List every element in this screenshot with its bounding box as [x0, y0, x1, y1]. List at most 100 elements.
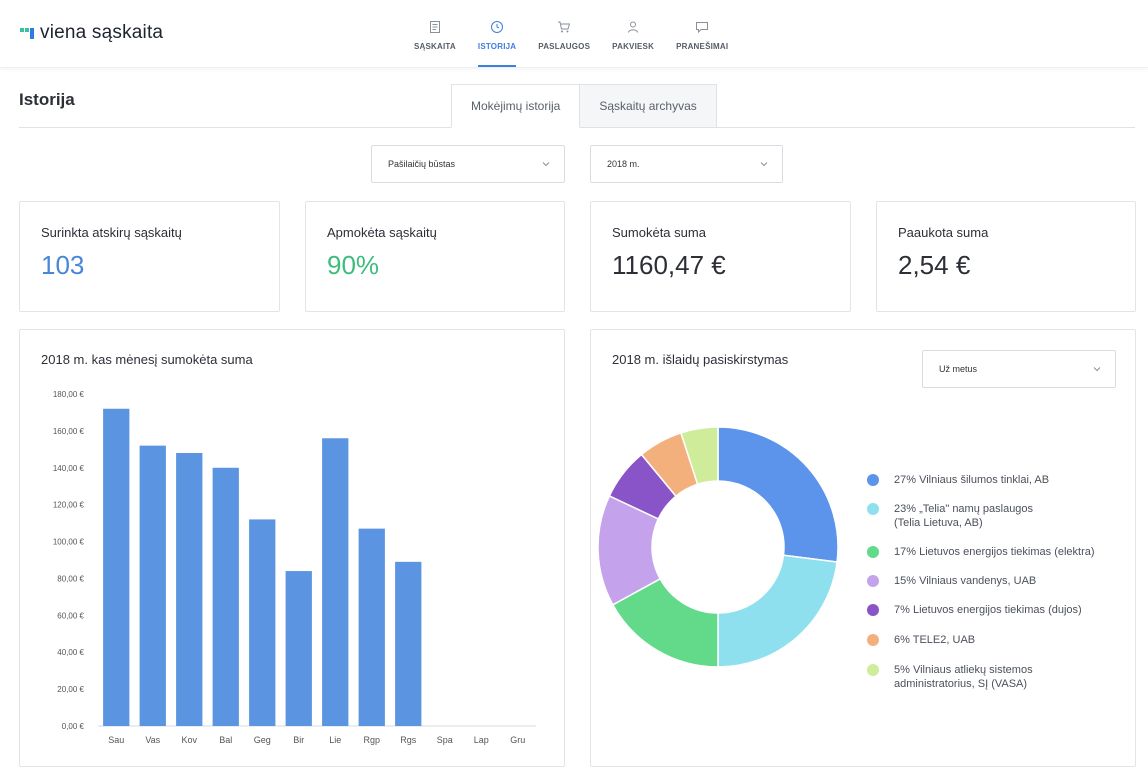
bar-bir: [285, 571, 312, 726]
bar-kov: [176, 453, 203, 726]
user-icon: [628, 21, 639, 33]
bar-rgs: [395, 561, 422, 726]
y-tick-label: 160,00 €: [53, 427, 85, 436]
stat-label: Sumokėta suma: [612, 225, 706, 240]
stat-label: Surinkta atskirų sąskaitų: [41, 225, 182, 240]
legend-swatch: [867, 575, 879, 587]
nav-label: SĄSKAITA: [414, 42, 456, 51]
x-tick-label: Vas: [145, 735, 160, 745]
chevron-down-icon: [542, 162, 550, 167]
chevron-down-icon: [760, 162, 768, 167]
nav-item-pranesimai[interactable]: PRANEŠIMAI: [676, 20, 728, 68]
spending-distribution-panel: 2018 m. išlaidų pasiskirstymas Už metus …: [590, 329, 1136, 767]
monthly-bar-chart: 0,00 € 20,00 € 40,00 € 60,00 € 80,00 € 100,00…: [53, 390, 536, 745]
legend-label: 5% Vilniaus atliekų sistemos administrat…: [894, 664, 1033, 690]
x-tick-label: Lap: [474, 735, 489, 745]
monthly-chart-panel: 2018 m. kas mėnesį sumokėta suma 0,00 € 2…: [19, 329, 565, 767]
page-title: Istorija: [19, 90, 75, 109]
bar-sau: [103, 408, 130, 726]
legend-label: 27% Vilniaus šilumos tinklai, AB: [894, 474, 1050, 486]
legend-item: 17% Lietuvos energijos tiekimas (elektra…: [867, 545, 1095, 559]
logo[interactable]: viena sąskaita: [20, 22, 163, 44]
message-icon: [696, 22, 709, 34]
document-icon: [429, 21, 440, 33]
x-tick-label: Bir: [293, 735, 304, 745]
tab-payment-history[interactable]: Mokėjimų istorija: [451, 84, 581, 128]
stat-card-collected: Surinkta atskirų sąskaitų 103: [19, 201, 280, 312]
nav-item-paslaugos[interactable]: PASLAUGOS: [538, 20, 590, 68]
x-tick-label: Geg: [254, 735, 271, 745]
legend-label: 6% TELE2, UAB: [894, 634, 976, 646]
legend-item: 7% Lietuvos energijos tiekimas (dujos): [867, 603, 1082, 617]
x-tick-label: Gru: [510, 735, 525, 745]
tab-invoice-archive[interactable]: Sąskaitų archyvas: [580, 84, 717, 128]
stat-card-donated: Paaukota suma 2,54 €: [876, 201, 1136, 312]
stat-label: Apmokėta sąskaitų: [327, 225, 437, 240]
spending-donut-chart: [597, 426, 839, 668]
nav-item-saskaita[interactable]: SĄSKAITA: [414, 20, 456, 68]
main-nav: SĄSKAITA ISTORIJA PASLAUGOS PAKVIESK PRA…: [414, 20, 750, 68]
donut-slice-6: [679, 426, 719, 486]
y-tick-label: 100,00 €: [53, 538, 85, 547]
year-select[interactable]: 2018 m.: [590, 145, 783, 183]
nav-label: ISTORIJA: [477, 42, 517, 51]
stat-value: 103: [41, 250, 85, 280]
bar-lie: [322, 438, 349, 726]
property-select-value: Pašilaičių būstas: [388, 159, 456, 169]
logo-icon: [20, 26, 34, 40]
logo-text: viena sąskaita: [40, 22, 164, 43]
bar-geg: [249, 519, 276, 726]
legend-label: 15% Vilniaus vandenys, UAB: [894, 575, 1037, 587]
stat-card-paid: Apmokėta sąskaitų 90%: [305, 201, 565, 312]
y-tick-label: 40,00 €: [57, 648, 84, 657]
x-tick-label: Rgs: [400, 735, 417, 745]
stat-card-total-paid: Sumokėta suma 1160,47 €: [590, 201, 851, 312]
bar-bal: [212, 467, 239, 726]
nav-label: PAKVIESK: [612, 42, 655, 51]
legend-label: 17% Lietuvos energijos tiekimas (elektra…: [894, 546, 1095, 558]
stat-value: 2,54 €: [898, 250, 971, 280]
panel-title: 2018 m. išlaidų pasiskirstymas: [612, 352, 789, 367]
legend-swatch: [867, 474, 879, 486]
y-tick-label: 120,00 €: [53, 501, 85, 510]
donut-slice-1: [717, 554, 838, 668]
legend-swatch: [867, 634, 879, 646]
nav-item-istorija[interactable]: ISTORIJA: [477, 20, 517, 68]
x-tick-label: Bal: [219, 735, 232, 745]
y-tick-label: 180,00 €: [53, 390, 85, 399]
y-tick-label: 60,00 €: [57, 611, 84, 620]
bar-rgp: [358, 528, 385, 726]
period-select-value: Už metus: [939, 364, 978, 374]
legend-swatch: [867, 604, 879, 616]
panel-title: 2018 m. kas mėnesį sumokėta suma: [41, 352, 253, 367]
legend-item: 23% „Telia" namų paslaugos (Telia Lietuv…: [867, 502, 1033, 530]
clock-icon: [491, 21, 504, 33]
donut-slice-0: [717, 426, 839, 563]
legend-swatch: [867, 503, 879, 515]
legend-item: 6% TELE2, UAB: [867, 633, 975, 647]
x-tick-label: Spa: [437, 735, 453, 745]
y-tick-label: 20,00 €: [57, 685, 84, 694]
history-tabs: Mokėjimų istorija Sąskaitų archyvas: [451, 84, 717, 128]
top-navigation: viena sąskaita SĄSKAITA ISTORIJA PASLAUG…: [0, 0, 1148, 68]
y-tick-label: 140,00 €: [53, 464, 85, 473]
stat-label: Paaukota suma: [898, 225, 989, 240]
stat-value: 1160,47 €: [612, 250, 726, 280]
legend-item: 5% Vilniaus atliekų sistemos administrat…: [867, 663, 1033, 691]
x-tick-label: Kov: [181, 735, 197, 745]
year-select-value: 2018 m.: [607, 159, 640, 169]
legend-swatch: [867, 664, 879, 676]
legend-label: 23% „Telia" namų paslaugos (Telia Lietuv…: [894, 503, 1034, 529]
x-tick-label: Sau: [108, 735, 124, 745]
nav-item-pakviesk[interactable]: PAKVIESK: [612, 20, 654, 68]
nav-label: PRANEŠIMAI: [676, 42, 729, 51]
x-tick-label: Lie: [329, 735, 341, 745]
y-tick-label: 80,00 €: [57, 574, 84, 583]
legend-swatch: [867, 546, 879, 558]
x-tick-label: Rgp: [363, 735, 380, 745]
legend-item: 27% Vilniaus šilumos tinklai, AB: [867, 473, 1049, 487]
property-select[interactable]: Pašilaičių būstas: [371, 145, 565, 183]
chevron-down-icon: [1093, 367, 1101, 372]
cart-icon: [558, 21, 571, 33]
period-select[interactable]: Už metus: [922, 350, 1116, 388]
